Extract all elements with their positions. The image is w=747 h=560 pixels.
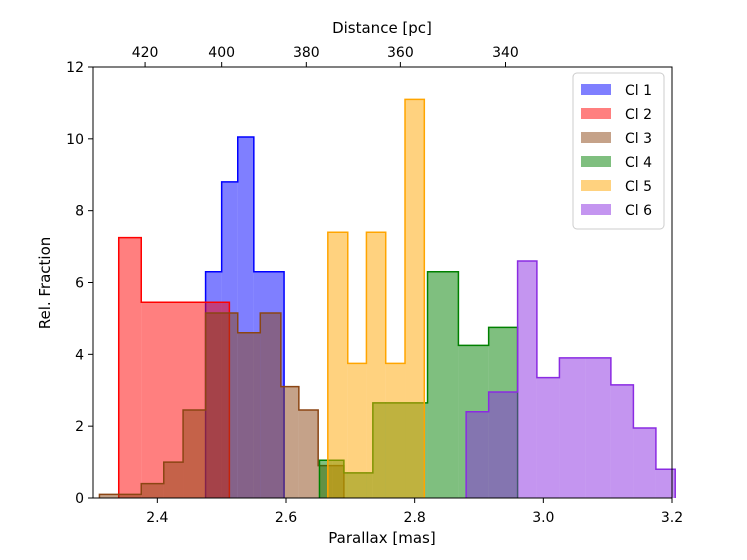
top-tick-label: 420 bbox=[132, 45, 159, 61]
bar bbox=[427, 271, 459, 498]
y-tick-label: 8 bbox=[75, 204, 84, 220]
series-outline bbox=[98, 312, 345, 498]
top-tick-label: 360 bbox=[387, 45, 414, 61]
bar bbox=[163, 462, 184, 498]
bar bbox=[141, 483, 164, 498]
series-6 bbox=[465, 260, 676, 498]
bar bbox=[559, 357, 586, 498]
x-tick-label: 3.2 bbox=[661, 510, 683, 526]
bar bbox=[610, 384, 634, 498]
legend-swatch bbox=[581, 84, 611, 95]
x-tick-label: 2.6 bbox=[275, 510, 297, 526]
legend-label: Cl 6 bbox=[625, 203, 652, 219]
legend: Cl 1 Cl 2 Cl 3 Cl 4 Cl 5 Cl 6 bbox=[572, 72, 665, 230]
bar bbox=[183, 410, 206, 498]
y-axis: 0 2 4 6 8 10 12 bbox=[66, 60, 93, 507]
legend-label: Cl 1 bbox=[625, 83, 652, 99]
bar bbox=[488, 392, 518, 498]
legend-swatch bbox=[581, 180, 611, 191]
legend-label: Cl 2 bbox=[625, 107, 652, 123]
bar bbox=[118, 237, 142, 498]
bar bbox=[633, 427, 656, 498]
x-tick-label: 2.8 bbox=[404, 510, 426, 526]
y-tick-label: 6 bbox=[75, 276, 84, 292]
bar bbox=[298, 410, 319, 498]
bar bbox=[99, 494, 119, 498]
x-tick-label: 3.0 bbox=[532, 510, 554, 526]
bar bbox=[405, 99, 425, 498]
y-tick-label: 10 bbox=[66, 132, 84, 148]
bar bbox=[536, 377, 560, 498]
top-tick-label: 400 bbox=[208, 45, 235, 61]
x-axis-label: Parallax [mas] bbox=[328, 529, 435, 547]
series-outline bbox=[117, 236, 231, 498]
bar bbox=[327, 232, 348, 498]
series-outline bbox=[204, 136, 285, 498]
series-outline bbox=[327, 98, 426, 498]
bar bbox=[517, 260, 537, 498]
legend-swatch bbox=[581, 108, 611, 119]
y-tick-label: 12 bbox=[66, 60, 84, 76]
series-3 bbox=[98, 312, 345, 498]
y-axis-label: Rel. Fraction bbox=[36, 237, 54, 330]
bar bbox=[237, 332, 261, 498]
bar bbox=[205, 313, 238, 498]
legend-label: Cl 5 bbox=[625, 179, 652, 195]
legend-swatch bbox=[581, 132, 611, 143]
top-tick-label: 380 bbox=[293, 45, 320, 61]
y-tick-label: 0 bbox=[75, 491, 84, 507]
bar bbox=[366, 232, 386, 498]
legend-swatch bbox=[581, 156, 611, 167]
y-tick-label: 4 bbox=[75, 347, 84, 363]
top-distance-axis: 420 400 380 360 340 bbox=[132, 45, 519, 67]
series-5 bbox=[327, 98, 426, 498]
legend-label: Cl 4 bbox=[625, 155, 652, 171]
series-outline bbox=[465, 260, 676, 498]
legend-swatch bbox=[581, 204, 611, 215]
bar bbox=[585, 357, 611, 498]
bar bbox=[347, 363, 367, 498]
bar bbox=[424, 402, 428, 498]
top-tick-label: 340 bbox=[492, 45, 519, 61]
bar bbox=[385, 363, 406, 498]
bar bbox=[260, 313, 281, 498]
histogram-bars bbox=[98, 98, 676, 498]
bar bbox=[118, 494, 142, 498]
y-tick-label: 2 bbox=[75, 419, 84, 435]
legend-label: Cl 3 bbox=[625, 131, 652, 147]
x-tick-label: 2.4 bbox=[146, 510, 168, 526]
top-axis-label: Distance [pc] bbox=[332, 19, 432, 37]
x-axis: 2.4 2.6 2.8 3.0 3.2 bbox=[146, 498, 683, 526]
bar bbox=[280, 386, 299, 498]
bar bbox=[466, 411, 489, 498]
bar bbox=[655, 469, 676, 498]
